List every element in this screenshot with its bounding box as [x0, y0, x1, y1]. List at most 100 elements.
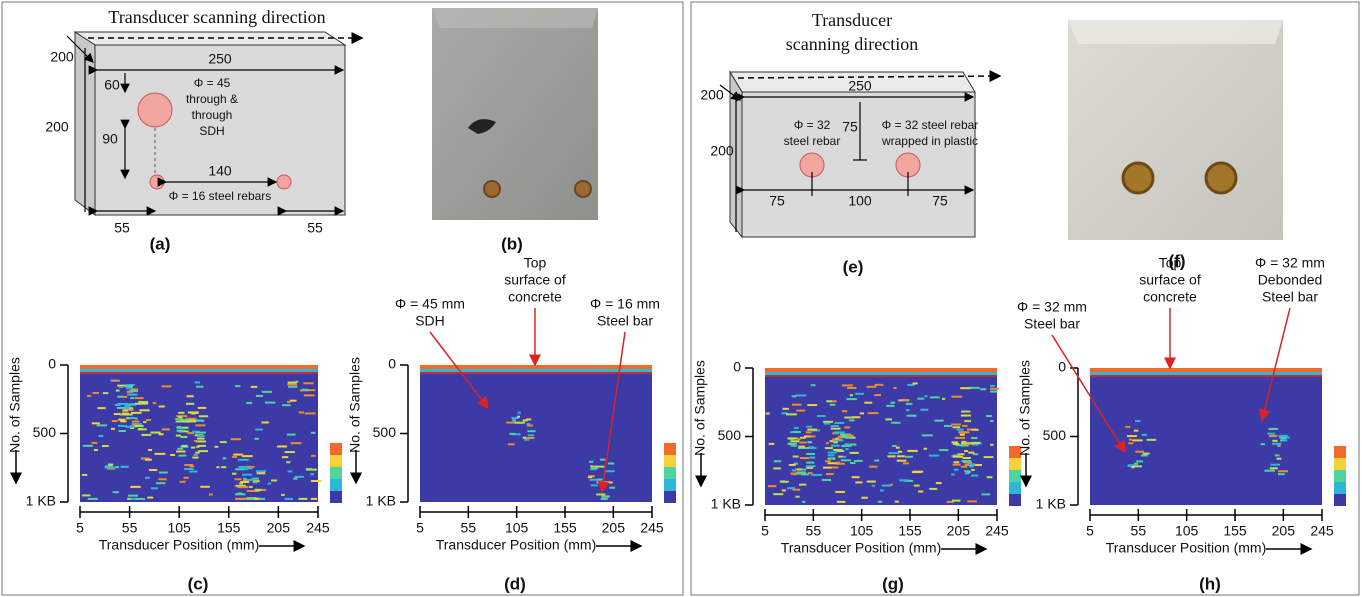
cover-dim: 75 [842, 119, 858, 135]
x-tick-label: 205 [602, 520, 626, 536]
b-scan: 05001 KBNo. of Samples555105155205245Tra… [692, 359, 1021, 594]
echo-streak [237, 486, 248, 488]
echo-streak [1278, 470, 1288, 472]
echo-streak [861, 497, 867, 499]
echo-streak [117, 407, 127, 409]
colorbar-segment [330, 467, 342, 479]
y-axis-label: No. of Samples [347, 357, 363, 453]
echo-streak [789, 464, 796, 466]
caption: (g) [882, 574, 904, 593]
echo-streak [944, 425, 952, 427]
echo-streak [835, 491, 845, 493]
rebar-label: Φ = 32 [794, 118, 831, 132]
echo-streak [251, 386, 258, 388]
echo-streak [135, 403, 146, 405]
echo-streak [232, 473, 236, 475]
echo-streak [929, 455, 939, 457]
echo-streak [890, 402, 895, 404]
echo-streak [178, 412, 184, 414]
echo-streak [793, 473, 798, 475]
echo-streak [809, 457, 815, 459]
echo-streak [806, 453, 815, 455]
echo-streak [255, 489, 262, 491]
caption: (c) [188, 574, 209, 593]
echo-streak [924, 395, 927, 397]
echo-streak [833, 441, 838, 443]
echo-streak [914, 485, 920, 487]
echo-streak [842, 384, 853, 386]
echo-streak [811, 474, 822, 476]
caption: (h) [1199, 574, 1221, 593]
echo-streak [1277, 458, 1282, 460]
sdh-label: through [192, 108, 233, 122]
y-axis-label: No. of Samples [692, 360, 708, 456]
echo-streak [249, 486, 253, 488]
surface-band [80, 372, 318, 374]
y-tick-label: 500 [718, 427, 742, 443]
echo-streak [806, 465, 816, 467]
echo-streak [968, 452, 974, 454]
echo-streak [768, 485, 777, 487]
echo-streak [143, 421, 147, 423]
echo-streak [119, 386, 123, 388]
echo-streak [831, 445, 840, 447]
y-axis-label: No. of Samples [1017, 360, 1033, 456]
annotation: SDH [415, 313, 445, 329]
echo-streak [179, 481, 185, 483]
colorbar-segment [1009, 494, 1021, 506]
echo-streak [284, 451, 294, 453]
echo-streak [773, 467, 781, 469]
echo-streak [591, 484, 598, 486]
colorbar-segment [1009, 482, 1021, 494]
echo-streak [964, 470, 969, 472]
surface-band [765, 375, 997, 377]
echo-streak [268, 483, 272, 485]
echo-streak [175, 418, 183, 420]
echo-streak [176, 450, 185, 452]
wrapped-label: wrapped in plastic [881, 134, 978, 148]
echo-streak [159, 433, 164, 435]
echo-streak [271, 479, 277, 481]
echo-streak [240, 481, 249, 483]
echo-streak [878, 501, 882, 503]
echo-streak [905, 456, 913, 458]
echo-streak [850, 394, 853, 396]
echo-streak [311, 455, 316, 457]
echo-streak [951, 396, 962, 398]
echo-streak [902, 399, 908, 401]
echo-streak [872, 485, 875, 487]
echo-streak [179, 455, 187, 457]
echo-streak [874, 460, 879, 462]
echo-streak [1271, 464, 1280, 466]
echo-streak [231, 438, 241, 440]
echo-streak [256, 395, 263, 397]
echo-streak [835, 438, 838, 440]
echo-streak [261, 421, 268, 423]
echo-streak [146, 419, 151, 421]
echo-streak [1136, 460, 1143, 462]
echo-streak [139, 409, 149, 411]
echo-streak [782, 489, 786, 491]
echo-streak [924, 448, 928, 450]
echo-streak [238, 459, 249, 461]
echo-streak [835, 422, 845, 424]
echo-streak [774, 460, 782, 462]
echo-streak [792, 395, 797, 397]
echo-streak [253, 481, 257, 483]
echo-streak [797, 468, 802, 470]
colorbar-segment [330, 491, 342, 503]
y-tick-label: 1 KB [1036, 496, 1066, 512]
left-edge-dim: 75 [769, 193, 785, 209]
echo-streak [518, 412, 521, 414]
echo-streak [810, 435, 815, 437]
echo-streak [953, 464, 961, 466]
echo-streak [795, 496, 799, 498]
echo-streak [793, 456, 799, 458]
width-dim: 250 [208, 51, 232, 67]
echo-streak [198, 450, 208, 452]
x-tick-label: 105 [505, 520, 529, 536]
echo-streak [122, 413, 129, 415]
x-tick-label: 105 [1175, 523, 1199, 539]
echo-streak [127, 394, 137, 396]
echo-streak [889, 452, 900, 454]
